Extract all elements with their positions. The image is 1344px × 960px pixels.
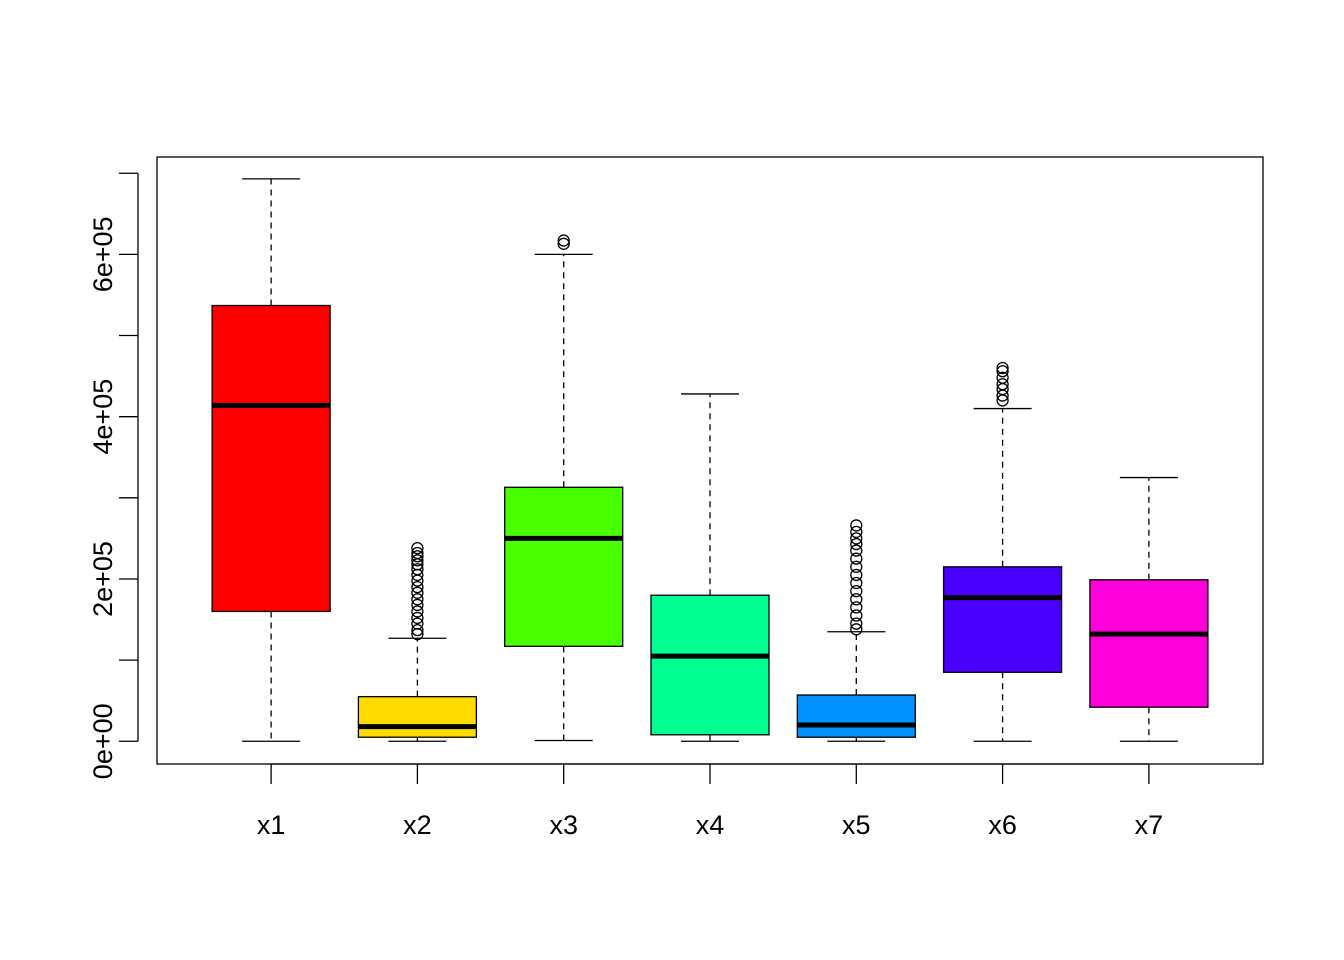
box-body-x4	[650, 594, 770, 736]
outlier-x6-5	[996, 365, 1009, 378]
y-axis: 0e+00 2e+05 4e+05 6e+05	[88, 172, 139, 779]
outlier-x5-14	[850, 519, 863, 532]
outlier-x5-4	[850, 593, 863, 606]
x-tick-label-x3: x3	[549, 810, 578, 840]
x-tick-label-x7: x7	[1135, 810, 1164, 840]
outlier-x5-11	[850, 537, 863, 551]
outlier-x2-7	[411, 586, 424, 599]
boxes	[211, 178, 1209, 742]
box-x2	[357, 541, 478, 742]
box-body-x7	[1089, 579, 1209, 708]
outlier-x5-12	[850, 532, 863, 545]
outlier-x2-15	[411, 546, 424, 560]
outlier-x5-8	[850, 560, 863, 573]
outlier-x2-6	[411, 593, 424, 606]
box-x6	[942, 361, 1063, 742]
y-tick-label-0: 0e+00	[88, 703, 118, 779]
x-tick-label-x4: x4	[696, 810, 725, 840]
outlier-x2-3	[411, 611, 424, 625]
x-tick-label-x1: x1	[257, 810, 286, 840]
outlier-x6-6	[996, 361, 1009, 375]
box-body-x6	[942, 566, 1063, 673]
outlier-x5-10	[850, 544, 863, 557]
box-x3	[504, 234, 624, 742]
outlier-x3-0	[557, 237, 570, 250]
outlier-x5-13	[850, 525, 863, 539]
box-x5	[796, 519, 916, 742]
outlier-x2-11	[411, 563, 424, 576]
outlier-x2-8	[411, 580, 424, 594]
outlier-x5-1	[850, 617, 863, 630]
outlier-x2-2	[411, 617, 424, 630]
y-tick-label-4: 4e+05	[88, 379, 118, 455]
y-tick-label-2: 2e+05	[88, 541, 118, 617]
outlier-x5-3	[850, 601, 863, 614]
box-body-x5	[796, 694, 916, 738]
outlier-x5-7	[850, 568, 863, 582]
box-body-x2	[357, 695, 478, 738]
outlier-x2-13	[411, 554, 424, 567]
x-tick-label-x5: x5	[842, 810, 871, 840]
outlier-x2-16	[411, 541, 424, 555]
box-x7	[1089, 476, 1209, 742]
box-body-x1	[211, 304, 331, 613]
outlier-x5-2	[850, 609, 863, 622]
outlier-x6-4	[996, 371, 1009, 384]
outlier-x5-6	[850, 576, 863, 590]
outlier-x2-5	[411, 598, 424, 612]
x-tick-label-x2: x2	[403, 810, 432, 840]
outlier-x5-5	[850, 585, 863, 598]
box-body-x3	[504, 486, 624, 647]
outlier-x3-1	[557, 234, 570, 247]
outlier-x2-1	[411, 623, 424, 637]
outlier-x2-4	[411, 605, 424, 618]
outlier-x5-9	[850, 552, 863, 565]
x-tick-label-x6: x6	[988, 810, 1017, 840]
x-axis: x1 x2 x3 x4 x5 x6 x7	[257, 763, 1164, 840]
outlier-x5-0	[850, 623, 863, 636]
box-x1	[211, 178, 331, 742]
box-x4	[650, 393, 770, 742]
outlier-x6-3	[996, 378, 1009, 391]
outlier-x2-14	[411, 550, 424, 563]
y-tick-label-6: 6e+05	[88, 216, 118, 292]
